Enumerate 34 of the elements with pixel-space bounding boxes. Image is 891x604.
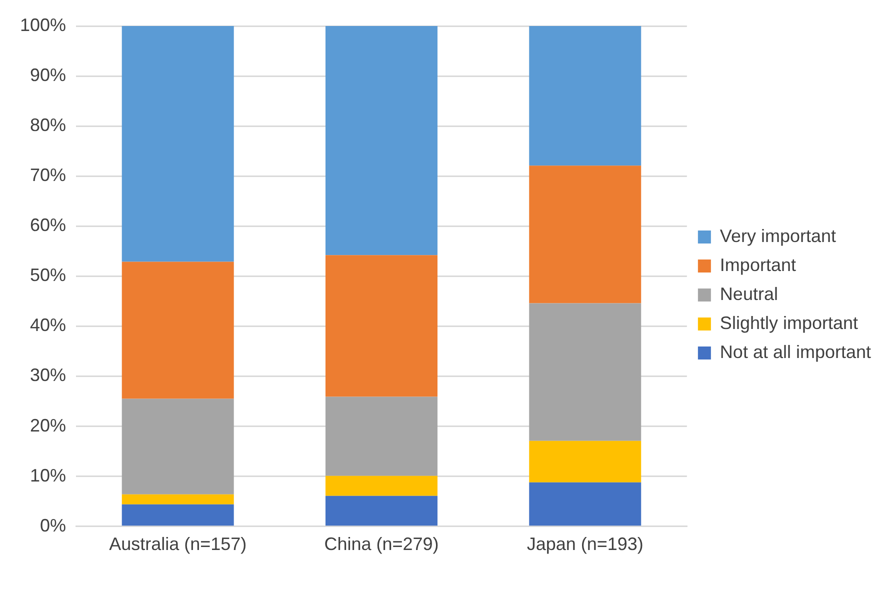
bar [325, 396, 438, 476]
bar [325, 26, 438, 256]
y-tick-label: 100% [20, 14, 66, 35]
y-tick-label: 0% [40, 515, 66, 536]
legend-label: Very important [720, 226, 836, 246]
bar [325, 476, 438, 496]
bar [122, 504, 234, 526]
legend-label: Not at all important [720, 342, 872, 362]
legend-label: Slightly important [720, 312, 858, 333]
y-tick-label: 30% [30, 365, 66, 386]
y-tick-label: 40% [30, 315, 66, 336]
y-tick-label: 50% [30, 265, 66, 286]
bar [529, 303, 642, 441]
bar [325, 255, 438, 397]
bar [529, 482, 642, 526]
bar [122, 398, 234, 494]
bar [122, 26, 234, 262]
x-tick-label: Australia (n=157) [109, 534, 247, 554]
bar [529, 166, 642, 304]
y-tick-label: 80% [30, 115, 66, 136]
legend-label: Neutral [720, 284, 778, 304]
y-tick-label: 60% [30, 215, 66, 236]
legend-label: Important [720, 254, 796, 275]
bar [529, 440, 642, 482]
y-tick-label: 20% [30, 415, 66, 436]
bar [529, 26, 642, 166]
y-tick-label: 90% [30, 65, 66, 86]
bar [122, 494, 234, 504]
y-tick-label: 10% [30, 465, 66, 486]
y-tick-label: 70% [30, 165, 66, 186]
bar [325, 496, 438, 526]
x-tick-label: Japan (n=193) [526, 534, 644, 554]
x-tick-label: China (n=279) [324, 534, 439, 554]
bar [122, 262, 234, 399]
